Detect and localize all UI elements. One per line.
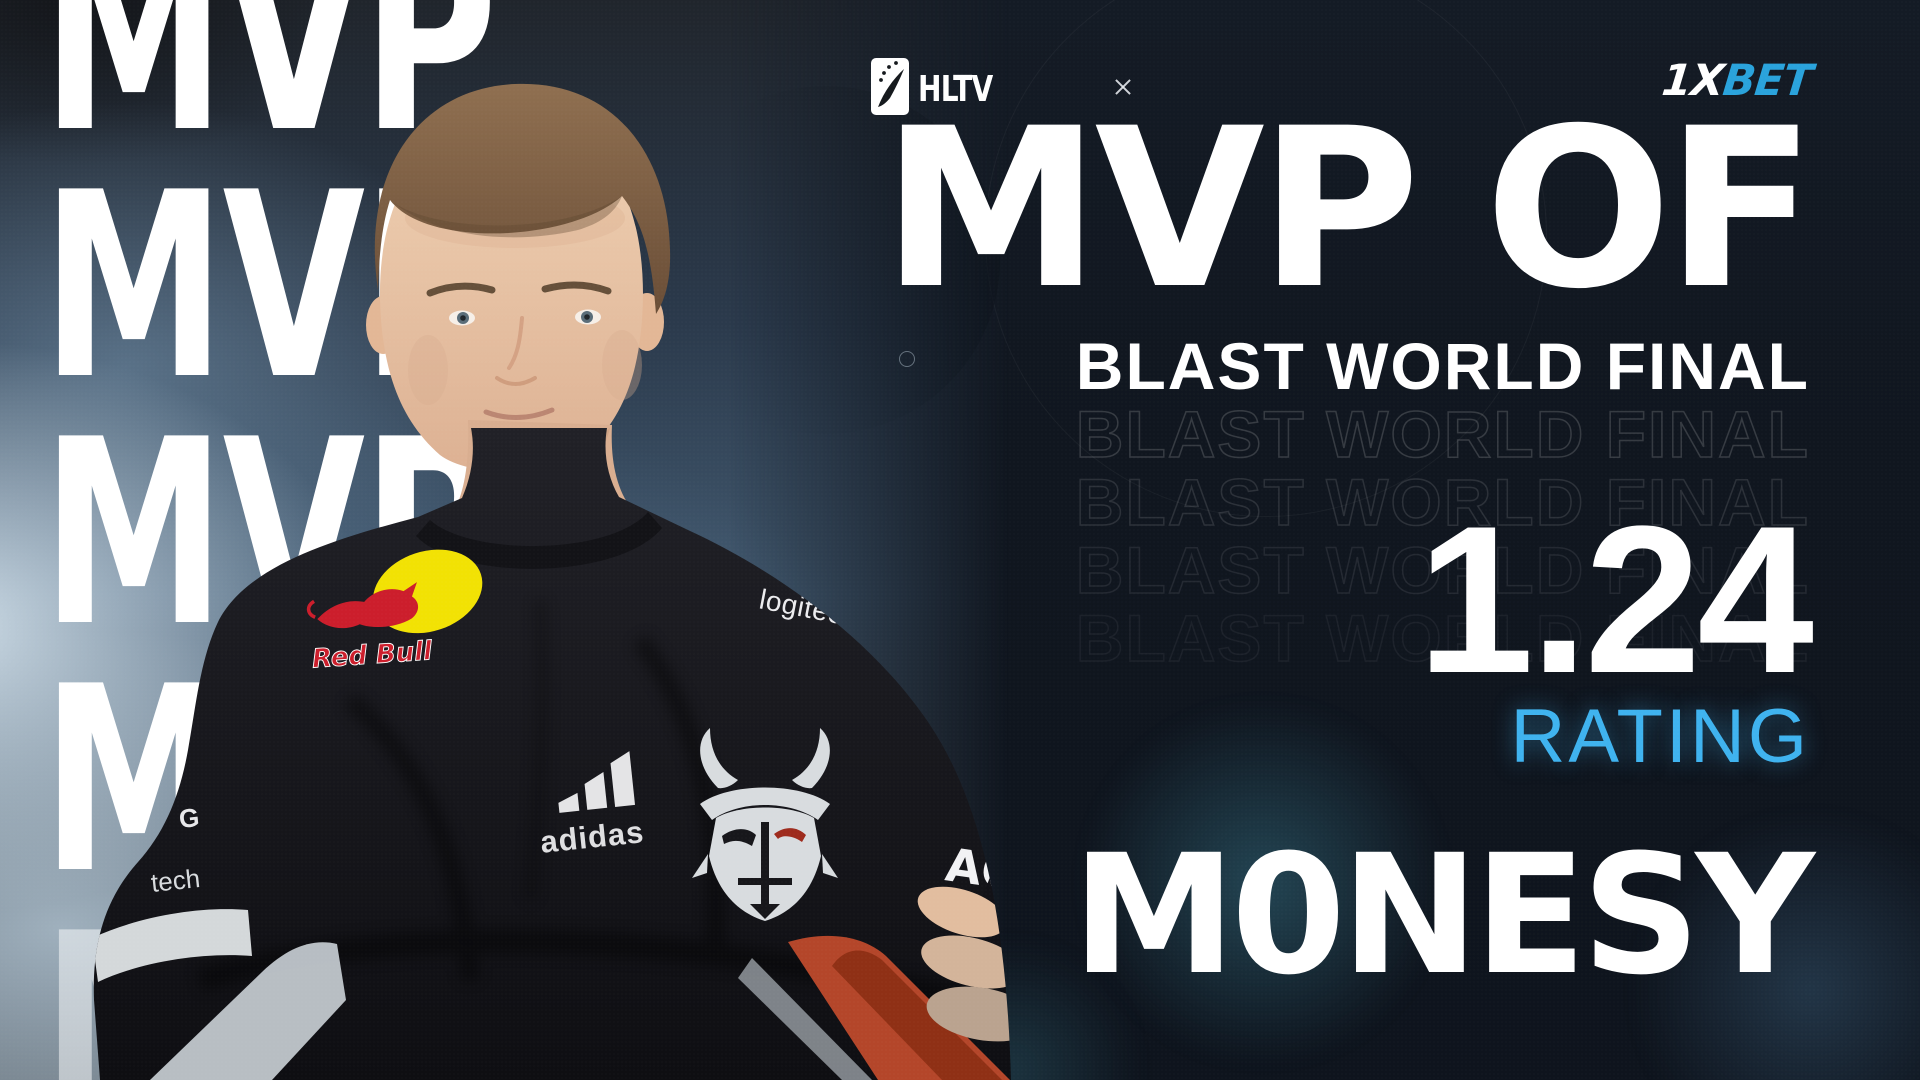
sleeve-logitech-partial: tech	[149, 863, 201, 898]
player-hair-fringe-shadow	[390, 196, 622, 238]
player-jersey	[93, 428, 1011, 1080]
jersey-stripe-grey-right	[738, 958, 872, 1080]
decor-ring-small	[899, 351, 915, 367]
adidas-logo: adidas	[539, 751, 646, 860]
sleeve-logitech-g-icon: G	[177, 802, 200, 834]
redbull-logo: Red Bull	[306, 549, 483, 675]
rating-value: 1.24	[1417, 482, 1814, 717]
decor-teal-glow	[1068, 688, 1458, 1078]
jersey-stripe-grey-left	[150, 942, 346, 1080]
hltv-wordmark: HLTV	[918, 68, 993, 110]
sleeve-cuff	[93, 909, 252, 982]
rating-label: RATING	[1510, 694, 1810, 779]
g2-logo	[692, 728, 838, 921]
player-name: M0NESY	[1071, 819, 1815, 1011]
jersey-collar	[416, 512, 662, 569]
event-name-ghost: BLAST WORLD FINAL	[1075, 465, 1810, 539]
hltv-icon	[871, 58, 909, 120]
title-mvp-of: MVP OF	[881, 81, 1816, 337]
jersey-stripe-darkred	[832, 950, 1002, 1080]
event-name: BLAST WORLD FINAL	[1075, 329, 1810, 403]
hltv-logo: HLTV	[871, 58, 1014, 120]
player-hair	[374, 83, 671, 314]
logitech-g-icon: G	[875, 612, 904, 649]
event-name-ghost: BLAST WORLD FINAL	[1075, 601, 1810, 675]
event-name-ghost: BLAST WORLD FINAL	[1075, 533, 1810, 607]
event-name-ghost: BLAST WORLD FINAL	[1075, 397, 1810, 471]
